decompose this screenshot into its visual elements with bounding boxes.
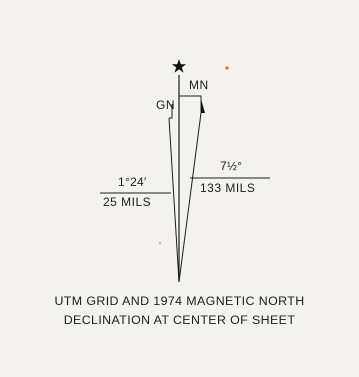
grid-north-line (168, 117, 180, 283)
magnetic-north-bracket (179, 95, 202, 113)
paper-speck (225, 66, 229, 70)
caption-line-1: UTM GRID AND 1974 MAGNETIC NORTH (54, 294, 305, 308)
grid-north-marker (169, 104, 173, 119)
grid-declination-angle: 1°24′ (118, 175, 147, 189)
star-icon (171, 59, 187, 73)
paper-speck (158, 241, 162, 245)
magnetic-north-label: MN (189, 78, 209, 92)
magnetic-declination-angle: 7½° (220, 159, 243, 173)
magnetic-declination-mils: 133 MILS (200, 181, 256, 195)
grid-declination-mils: 25 MILS (103, 195, 152, 209)
caption-line-2: DECLINATION AT CENTER OF SHEET (63, 313, 296, 327)
grid-north-label: GN (156, 98, 175, 112)
magnetic-north-line (178, 112, 202, 283)
magnetic-north-arrowhead-icon (201, 99, 205, 113)
